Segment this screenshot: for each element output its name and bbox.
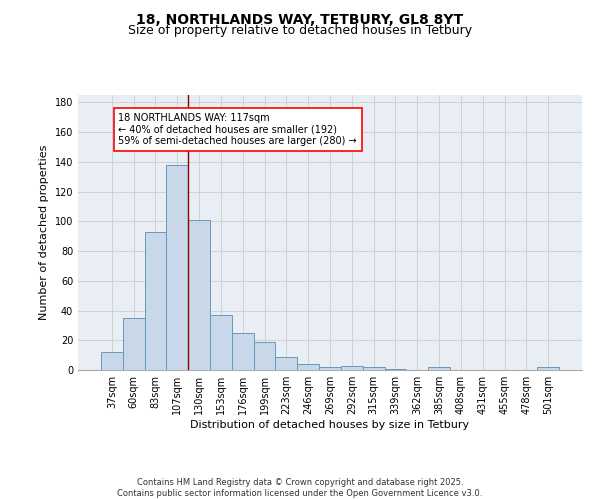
Bar: [123, 318, 145, 370]
X-axis label: Distribution of detached houses by size in Tetbury: Distribution of detached houses by size …: [190, 420, 470, 430]
Bar: [385, 368, 406, 370]
Bar: [188, 220, 210, 370]
Bar: [275, 356, 297, 370]
Text: Contains HM Land Registry data © Crown copyright and database right 2025.
Contai: Contains HM Land Registry data © Crown c…: [118, 478, 482, 498]
Bar: [428, 367, 450, 370]
Bar: [319, 367, 341, 370]
Y-axis label: Number of detached properties: Number of detached properties: [39, 145, 49, 320]
Bar: [166, 165, 188, 370]
Bar: [232, 333, 254, 370]
Text: 18 NORTHLANDS WAY: 117sqm
← 40% of detached houses are smaller (192)
59% of semi: 18 NORTHLANDS WAY: 117sqm ← 40% of detac…: [118, 113, 357, 146]
Bar: [101, 352, 123, 370]
Bar: [297, 364, 319, 370]
Bar: [341, 366, 363, 370]
Bar: [145, 232, 166, 370]
Bar: [210, 315, 232, 370]
Text: 18, NORTHLANDS WAY, TETBURY, GL8 8YT: 18, NORTHLANDS WAY, TETBURY, GL8 8YT: [136, 12, 464, 26]
Bar: [254, 342, 275, 370]
Text: Size of property relative to detached houses in Tetbury: Size of property relative to detached ho…: [128, 24, 472, 37]
Bar: [537, 367, 559, 370]
Bar: [363, 367, 385, 370]
